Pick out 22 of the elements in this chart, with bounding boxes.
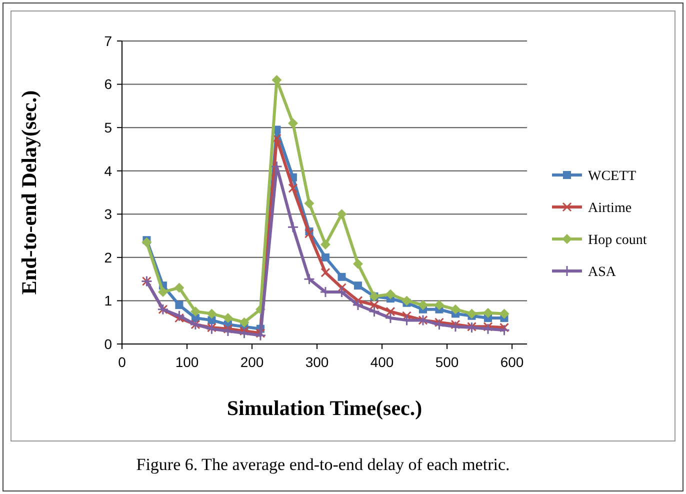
x-axis-title: Simulation Time(sec.) — [226, 396, 422, 420]
y-tick-label: 5 — [104, 119, 112, 136]
x-tick-label: 300 — [305, 354, 329, 370]
y-tick-label: 4 — [104, 162, 112, 179]
x-tick-label: 600 — [500, 354, 524, 370]
y-tick-label: 6 — [104, 76, 112, 92]
x-tick-label: 500 — [435, 354, 459, 370]
x-tick-label: 400 — [370, 354, 394, 370]
caption: Figure 6. The average end-to-end delay of each metric. — [136, 455, 510, 474]
x-tick-label: 0 — [118, 354, 126, 370]
y-tick-label: 7 — [104, 32, 112, 49]
x-tick-label: 100 — [175, 354, 199, 370]
x-tick-label: 200 — [240, 354, 264, 370]
y-tick-label: 0 — [104, 336, 112, 352]
legend-label: Hop count — [588, 232, 647, 248]
legend-label: Airtime — [588, 200, 632, 216]
legend-label: WCETT — [588, 168, 637, 184]
y-axis-title: End-to-end Delay(sec.) — [17, 90, 41, 295]
y-tick-label: 3 — [104, 206, 112, 222]
legend-label: ASA — [588, 264, 617, 280]
y-tick-label: 1 — [104, 292, 112, 309]
y-tick-label: 2 — [104, 249, 112, 266]
